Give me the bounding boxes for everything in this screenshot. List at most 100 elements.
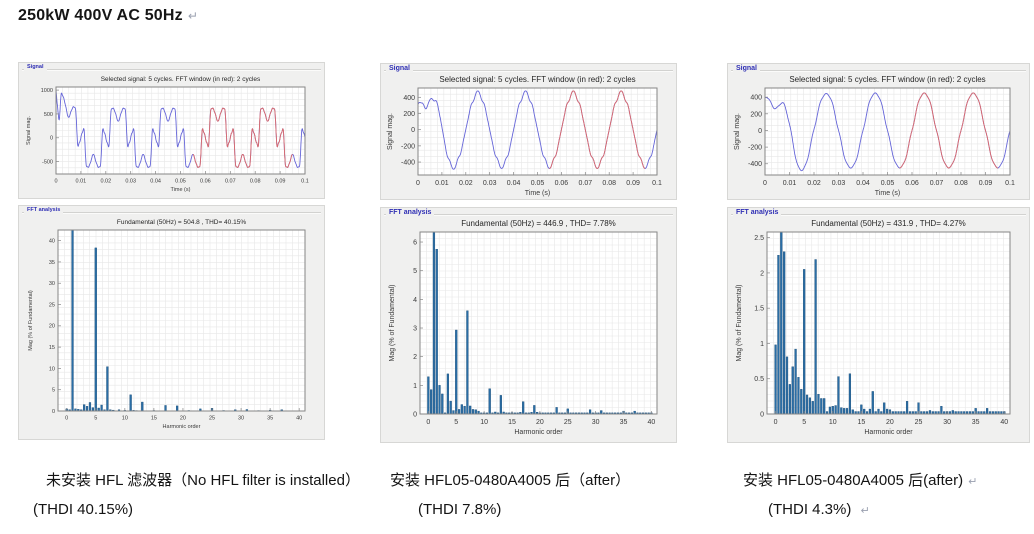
svg-text:0.01: 0.01 xyxy=(435,180,449,187)
svg-text:10: 10 xyxy=(829,419,837,426)
figure1-fft-panel-label: FFT analysis xyxy=(24,206,64,214)
figure2-caption-line1: 安装 HFL05-0480A4005 后（after） xyxy=(390,472,631,489)
svg-text:0.01: 0.01 xyxy=(76,179,87,185)
figure2-caption-line2: (THDI 7.8%) xyxy=(418,501,502,518)
svg-text:40: 40 xyxy=(648,419,656,426)
page-title: 250kW 400V AC 50Hz ↵ xyxy=(18,7,198,25)
svg-text:0: 0 xyxy=(65,416,68,422)
svg-text:0.03: 0.03 xyxy=(483,180,497,187)
svg-text:5: 5 xyxy=(413,268,417,275)
svg-text:1000: 1000 xyxy=(41,88,53,94)
svg-text:Signal mag.: Signal mag. xyxy=(387,113,394,150)
svg-text:0.04: 0.04 xyxy=(856,180,870,187)
svg-text:0.05: 0.05 xyxy=(175,179,186,185)
svg-text:35: 35 xyxy=(49,260,55,266)
svg-text:30: 30 xyxy=(592,419,600,426)
svg-text:0.5: 0.5 xyxy=(754,376,764,383)
svg-text:0.09: 0.09 xyxy=(979,180,993,187)
svg-text:0.06: 0.06 xyxy=(905,180,919,187)
svg-text:Fundamental (50Hz) = 431.9 , T: Fundamental (50Hz) = 431.9 , THD= 4.27% xyxy=(811,219,966,228)
svg-text:40: 40 xyxy=(296,416,302,422)
svg-text:-400: -400 xyxy=(401,160,415,167)
svg-text:30: 30 xyxy=(49,281,55,287)
svg-text:0.07: 0.07 xyxy=(225,179,236,185)
svg-text:0: 0 xyxy=(763,180,767,187)
svg-text:35: 35 xyxy=(620,419,628,426)
svg-text:400: 400 xyxy=(750,95,762,102)
svg-text:20: 20 xyxy=(49,324,55,330)
svg-text:Harmonic order: Harmonic order xyxy=(514,429,563,436)
svg-text:0.1: 0.1 xyxy=(652,180,662,187)
svg-text:0: 0 xyxy=(774,419,778,426)
svg-text:6: 6 xyxy=(413,239,417,246)
svg-text:2: 2 xyxy=(760,270,764,277)
svg-text:-200: -200 xyxy=(401,143,415,150)
figure1-fft-plot: 0 5 10 15 20 25 30 35 40 0 5 10 15 20 25 30 35 40 Fundamen… xyxy=(28,219,306,430)
svg-text:0.08: 0.08 xyxy=(602,180,616,187)
svg-text:0.02: 0.02 xyxy=(807,180,821,187)
svg-text:Mag (% of Fundamental): Mag (% of Fundamental) xyxy=(389,284,396,361)
figure1-fft-panel: FFT analysis 0 5 10 15 20 25 30 35 40 0 5 10 15 20 25 3… xyxy=(18,205,325,440)
svg-text:-200: -200 xyxy=(748,145,762,152)
svg-text:-500: -500 xyxy=(42,160,53,166)
figure3-caption-line1: 安装 HFL05-0480A4005 后(after) ↵ xyxy=(743,472,978,489)
figure3-caption-line2: (THDI 4.3%) ↵ xyxy=(768,501,870,518)
svg-text:20: 20 xyxy=(886,419,894,426)
svg-text:0.03: 0.03 xyxy=(125,179,136,185)
svg-text:1: 1 xyxy=(413,383,417,390)
svg-text:0.07: 0.07 xyxy=(930,180,944,187)
svg-text:Signal mag.: Signal mag. xyxy=(734,113,741,150)
svg-text:0.1: 0.1 xyxy=(1005,180,1015,187)
svg-text:200: 200 xyxy=(750,111,762,118)
svg-text:5: 5 xyxy=(52,388,55,394)
svg-text:40: 40 xyxy=(49,239,55,245)
figure1-signal-panel-label: Signal xyxy=(24,63,47,71)
figure2-signal-plot: 0 0.01 0.02 0.03 0.04 0.05 0.06 0.07 0.08 0.09 0.1… xyxy=(387,75,662,197)
svg-text:4: 4 xyxy=(413,297,417,304)
figure3-signal-panel: Signal 0 0.01 0.02 0.03 0.04 0.05 0.06 0.07 0.08… xyxy=(727,63,1030,200)
svg-text:3: 3 xyxy=(413,325,417,332)
svg-text:Signal mag.: Signal mag. xyxy=(26,116,32,146)
svg-text:0.06: 0.06 xyxy=(555,180,569,187)
svg-text:Selected signal: 5 cycles. FFT: Selected signal: 5 cycles. FFT window (i… xyxy=(101,76,261,83)
svg-text:Fundamental (50Hz) = 504.8 , T: Fundamental (50Hz) = 504.8 , THD= 40.15% xyxy=(117,219,246,226)
svg-text:0.01: 0.01 xyxy=(783,180,797,187)
svg-text:0.09: 0.09 xyxy=(275,179,286,185)
svg-text:0: 0 xyxy=(52,409,55,415)
svg-text:0.03: 0.03 xyxy=(832,180,846,187)
svg-text:25: 25 xyxy=(49,302,55,308)
svg-text:0.04: 0.04 xyxy=(150,179,161,185)
svg-text:0.06: 0.06 xyxy=(200,179,211,185)
svg-text:35: 35 xyxy=(267,416,273,422)
svg-text:0: 0 xyxy=(426,419,430,426)
svg-text:35: 35 xyxy=(972,419,980,426)
figure2-signal-panel: Signal 0 0.01 0.02 0.03 0.04 0.05 0.06 0.07 0.08… xyxy=(380,63,677,200)
figure2-fft-plot: 0 5 10 15 20 25 30 35 40 0 1 2 3 4 5 6 Fundamental (50Hz… xyxy=(389,219,658,436)
svg-text:5: 5 xyxy=(454,419,458,426)
svg-text:40: 40 xyxy=(1000,419,1008,426)
paragraph-mark: ↵ xyxy=(187,9,199,23)
svg-text:0: 0 xyxy=(413,411,417,418)
svg-text:400: 400 xyxy=(403,95,415,102)
figure3-signal-panel-label: Signal xyxy=(733,64,761,73)
figure1-signal-panel: Signal 0 0.01 0.02 0.03 0.04 0.05 0.06 0.07 0.08… xyxy=(18,62,325,199)
svg-text:10: 10 xyxy=(122,416,128,422)
svg-text:15: 15 xyxy=(151,416,157,422)
svg-text:0: 0 xyxy=(416,180,420,187)
svg-text:0.1: 0.1 xyxy=(301,179,309,185)
figure1-signal-plot: 0 0.01 0.02 0.03 0.04 0.05 0.06 0.07 0.08 0.09 0.1… xyxy=(26,76,309,193)
svg-text:20: 20 xyxy=(180,416,186,422)
svg-text:Time (s): Time (s) xyxy=(525,190,550,197)
svg-text:5: 5 xyxy=(94,416,97,422)
svg-text:2.5: 2.5 xyxy=(754,235,764,242)
svg-text:0.04: 0.04 xyxy=(507,180,521,187)
svg-text:0: 0 xyxy=(758,128,762,135)
svg-text:0: 0 xyxy=(411,127,415,134)
svg-text:0.02: 0.02 xyxy=(100,179,111,185)
svg-text:30: 30 xyxy=(238,416,244,422)
svg-text:0.07: 0.07 xyxy=(578,180,592,187)
svg-text:0: 0 xyxy=(760,411,764,418)
svg-text:25: 25 xyxy=(564,419,572,426)
svg-text:25: 25 xyxy=(915,419,923,426)
